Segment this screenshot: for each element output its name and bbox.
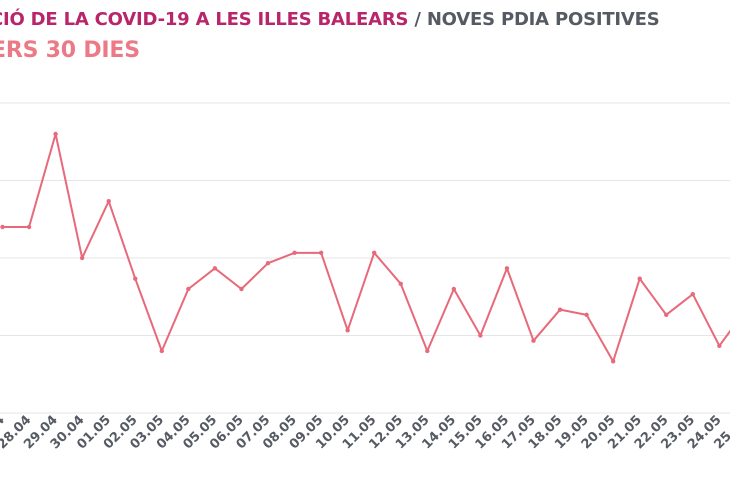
data-point <box>159 348 164 354</box>
series-line <box>2 133 730 363</box>
data-point <box>186 286 191 292</box>
data-point <box>292 250 297 256</box>
title-separator: / <box>408 9 427 30</box>
data-point <box>212 266 218 271</box>
data-point <box>531 338 536 343</box>
data-point <box>637 276 642 281</box>
data-point <box>53 131 58 137</box>
data-point <box>664 312 669 318</box>
data-point <box>26 224 32 230</box>
data-point <box>318 250 324 256</box>
data-point <box>372 250 377 256</box>
data-point <box>717 343 722 349</box>
data-point <box>690 291 695 297</box>
data-point <box>478 333 483 338</box>
data-point <box>106 198 111 204</box>
data-point <box>239 286 244 292</box>
data-point <box>610 359 616 364</box>
data-point <box>398 281 403 287</box>
data-point <box>79 255 85 261</box>
chart-title: CIÓ DE LA COVID-19 A LES ILLES BALEARS /… <box>0 9 660 30</box>
title-main: CIÓ DE LA COVID-19 A LES ILLES BALEARS <box>0 9 409 30</box>
chart-subtitle: ERS 30 DIES <box>0 38 140 63</box>
data-point <box>451 286 457 292</box>
data-point <box>584 312 589 318</box>
data-point <box>425 348 430 354</box>
data-point <box>0 224 5 230</box>
data-point <box>133 276 138 281</box>
data-point <box>557 307 563 312</box>
data-point <box>265 260 271 266</box>
title-suffix: NOVES PDIA POSITIVES <box>426 9 660 30</box>
data-point <box>504 266 510 271</box>
data-point <box>345 328 350 333</box>
